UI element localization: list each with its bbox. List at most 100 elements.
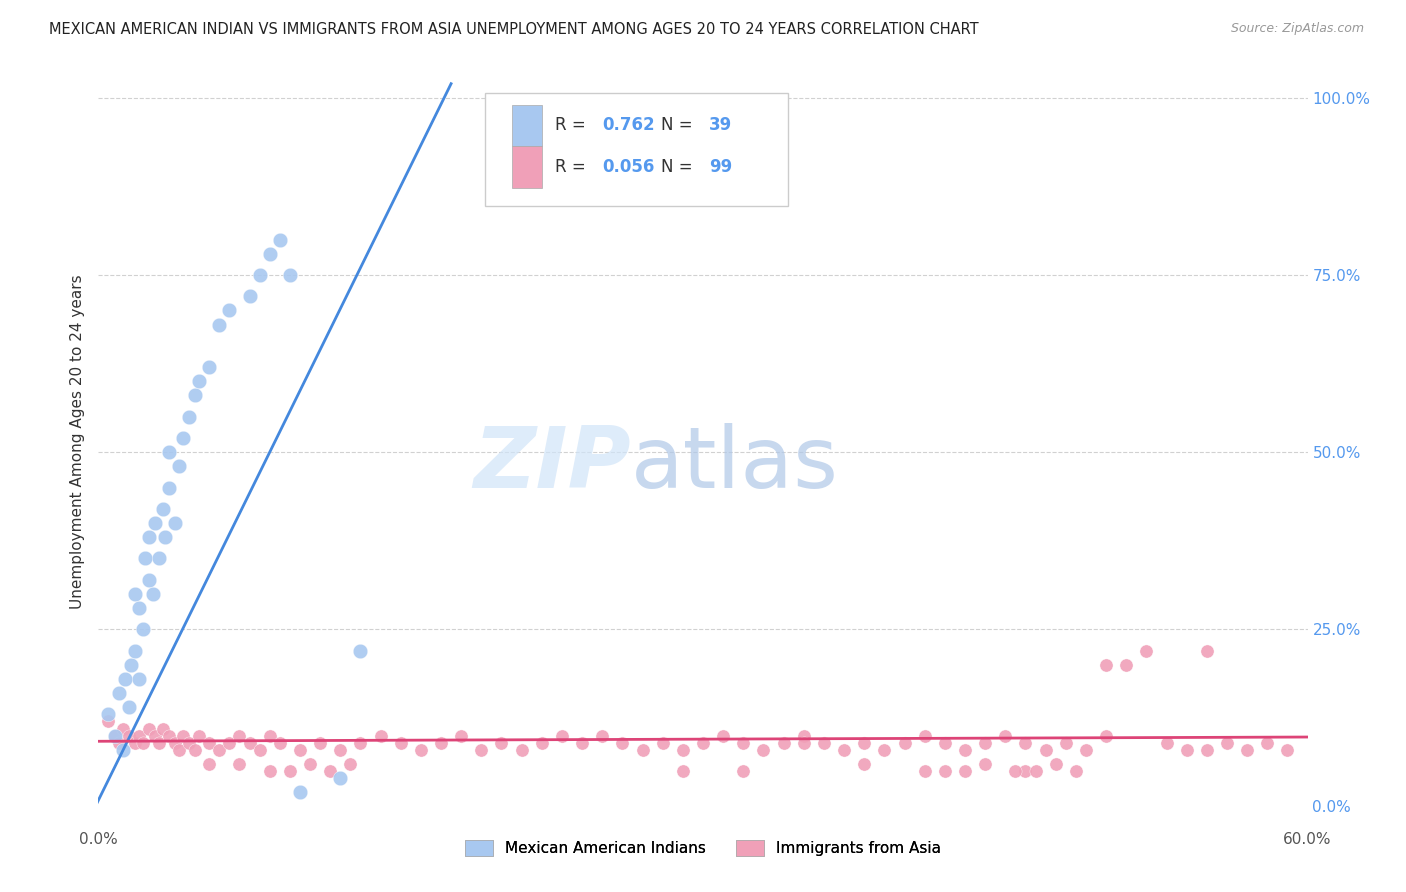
Text: atlas: atlas [630,423,838,506]
Point [148,551,170,566]
Point [179,409,201,424]
Point [124,587,146,601]
Point [1195,743,1218,757]
Point [1277,743,1299,757]
Point [124,643,146,657]
Point [167,459,190,474]
Point [128,672,150,686]
Point [299,756,322,771]
Point [1045,756,1067,771]
Point [198,756,221,771]
Point [772,736,794,750]
Point [114,672,136,686]
Point [269,233,291,247]
Point [118,729,141,743]
Point [157,481,180,495]
Point [208,743,231,757]
Point [111,722,134,736]
Point [288,785,311,799]
Point [218,736,240,750]
Point [138,530,160,544]
Point [172,729,194,743]
Point [120,657,142,672]
Point [309,736,332,750]
Point [711,729,734,743]
Point [1054,736,1077,750]
Point [111,743,134,757]
Point [239,289,262,303]
Point [873,743,896,757]
Point [1095,657,1118,672]
Point [1014,764,1036,778]
Point [510,743,533,757]
Text: MEXICAN AMERICAN INDIAN VS IMMIGRANTS FROM ASIA UNEMPLOYMENT AMONG AGES 20 TO 24: MEXICAN AMERICAN INDIAN VS IMMIGRANTS FR… [49,22,979,37]
Text: 0.762: 0.762 [603,116,655,135]
Point [974,736,997,750]
Text: 39: 39 [709,116,733,135]
Point [934,764,956,778]
Point [97,714,120,729]
Point [1025,764,1047,778]
Point [107,686,129,700]
Text: R =: R = [555,158,592,176]
Point [134,551,156,566]
Point [152,501,174,516]
Point [1175,743,1198,757]
Point [349,736,371,750]
Point [551,729,574,743]
Point [1236,743,1258,757]
Point [259,729,281,743]
Point [1115,657,1137,672]
Point [430,736,453,750]
Point [198,736,221,750]
Point [184,743,207,757]
Point [470,743,492,757]
Point [1195,643,1218,657]
Point [974,756,997,771]
Point [152,722,174,736]
Point [733,736,755,750]
Point [491,736,513,750]
Text: Source: ZipAtlas.com: Source: ZipAtlas.com [1230,22,1364,36]
Point [269,736,291,750]
Point [1256,736,1278,750]
Point [612,736,634,750]
Point [953,743,976,757]
Point [450,729,472,743]
Point [143,729,166,743]
Point [163,516,186,530]
Point [571,736,593,750]
Point [692,736,714,750]
Point [124,736,146,750]
Point [143,516,166,530]
Point [1064,764,1087,778]
Point [128,601,150,615]
Point [752,743,775,757]
Point [148,736,170,750]
Point [128,729,150,743]
Point [138,722,160,736]
Point [163,736,186,750]
Point [319,764,342,778]
Point [278,764,301,778]
Point [651,736,673,750]
Point [188,729,211,743]
Point [813,736,835,750]
Point [994,729,1017,743]
Point [1135,643,1157,657]
Point [103,729,125,743]
Point [1156,736,1178,750]
Point [1035,743,1057,757]
Point [853,736,876,750]
Point [733,764,755,778]
Point [132,623,155,637]
Point [228,729,250,743]
Point [1216,736,1239,750]
Point [259,764,281,778]
Point [1074,743,1097,757]
Point [793,729,815,743]
Point [103,729,125,743]
Point [672,743,695,757]
Point [97,707,120,722]
Point [1004,764,1026,778]
